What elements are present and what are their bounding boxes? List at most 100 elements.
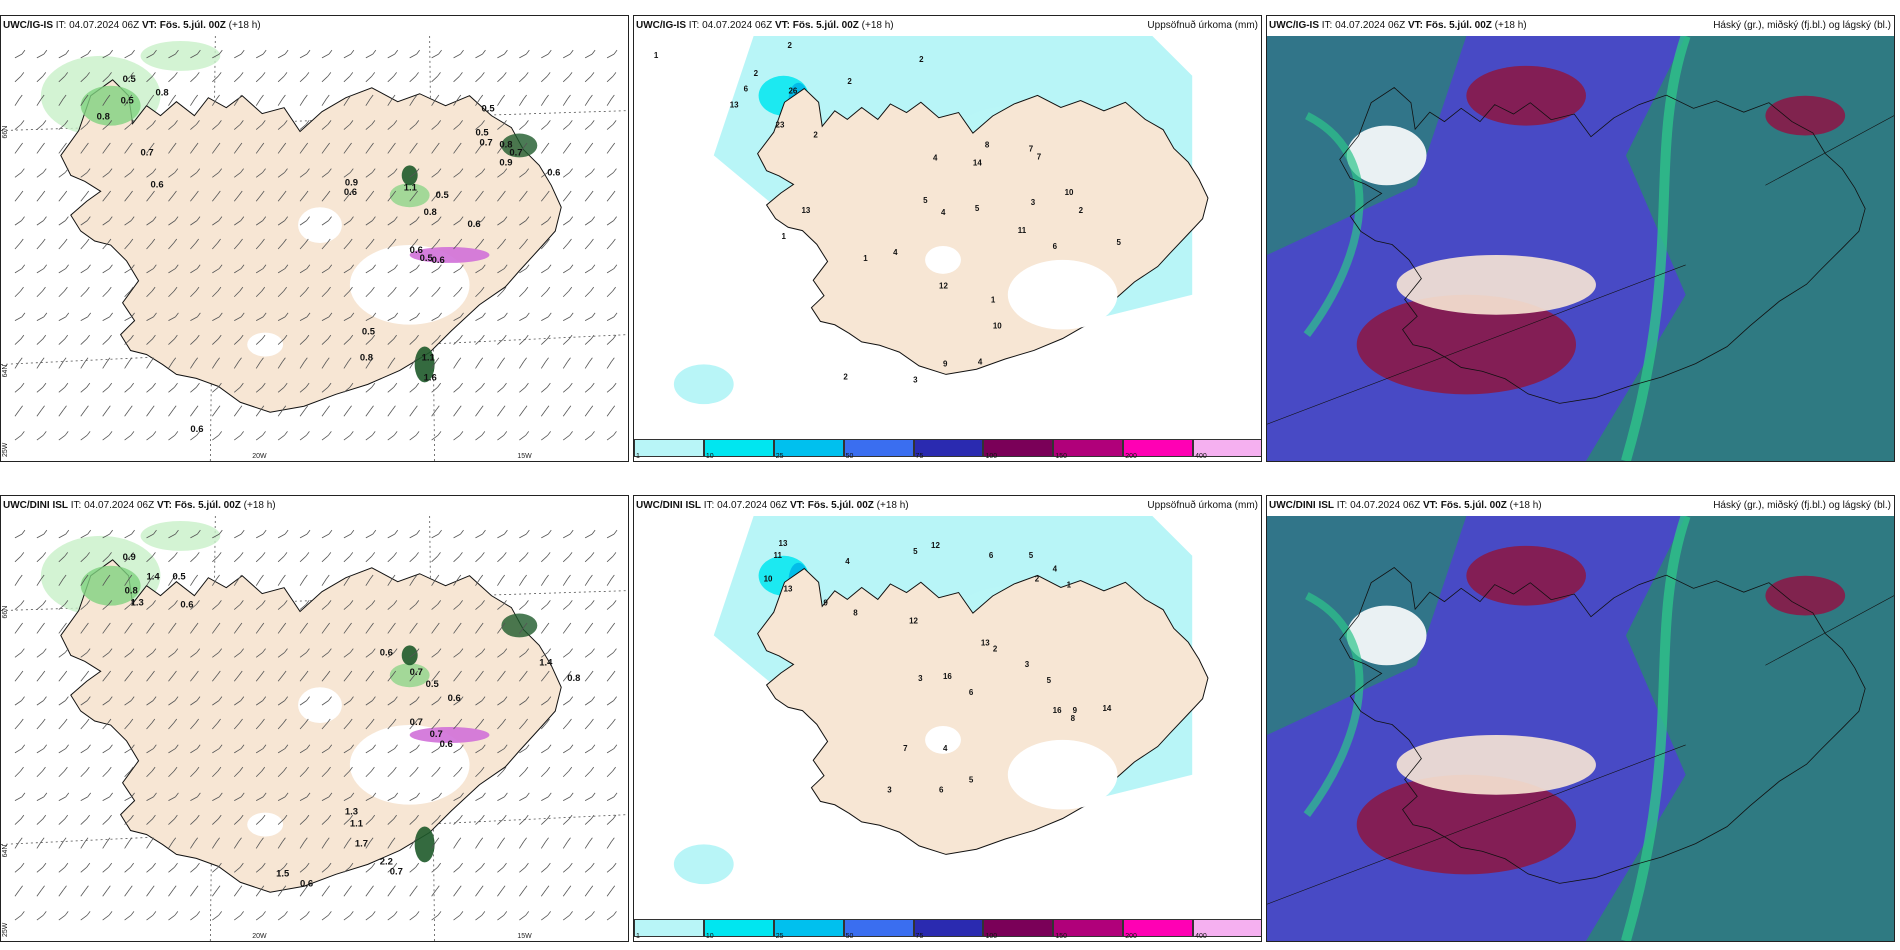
wind-barb: [216, 190, 221, 196]
wind-barb: [108, 72, 112, 77]
wind-barb: [606, 98, 612, 106]
wind-barb: [36, 796, 45, 802]
wind-barb: [519, 316, 527, 322]
precip-value-label: 1: [782, 232, 787, 241]
wind-barb: [20, 286, 24, 292]
wind-barb: [584, 386, 592, 393]
wind-barb: [36, 652, 44, 658]
wind-barb: [36, 146, 42, 154]
wind-barb: [431, 626, 437, 634]
wind-barb: [238, 357, 242, 363]
wind-barb: [567, 837, 571, 843]
wind-barb: [14, 748, 22, 754]
wind-barb: [584, 316, 593, 322]
wind-barb: [525, 264, 530, 269]
wind-barb: [562, 220, 571, 226]
wind-barb: [87, 792, 92, 798]
wind-barb: [497, 556, 504, 563]
wind-barb: [503, 696, 508, 701]
wind-barb: [546, 238, 550, 244]
precip-value-label: 2: [813, 131, 818, 140]
wind-barb: [102, 194, 108, 202]
wind-barb: [541, 386, 548, 393]
wind-barb: [217, 552, 222, 557]
wind-barb: [584, 242, 591, 250]
wind-barb: [479, 837, 484, 843]
colorbar-swatch: [843, 919, 914, 937]
wind-barb: [197, 529, 201, 535]
wind-barb: [262, 792, 267, 798]
wind-barb: [392, 885, 396, 890]
wind-barb: [85, 622, 89, 628]
wind-barb: [325, 837, 330, 843]
wind-barb: [526, 312, 530, 318]
wind-barb: [460, 264, 464, 269]
wind-barb: [168, 866, 175, 873]
value-label: 1.3: [131, 598, 144, 609]
wind-barb: [519, 652, 526, 658]
wind-barb: [305, 238, 309, 244]
wind-barb: [584, 338, 592, 345]
wind-barb: [613, 49, 618, 55]
wind-barb: [283, 862, 288, 868]
wind-barb: [524, 72, 529, 77]
wind-barb: [369, 357, 374, 363]
wind-barb: [102, 533, 110, 539]
wind-barb: [327, 334, 332, 340]
wind-barb: [284, 648, 288, 653]
wind-barb: [569, 744, 574, 749]
wind-barb: [80, 242, 87, 250]
wind-barb: [128, 357, 133, 363]
wind-barb: [590, 862, 595, 868]
glacier: [925, 725, 961, 754]
wind-barb: [196, 862, 200, 868]
wind-barb: [80, 316, 88, 322]
wind-barb: [21, 312, 26, 318]
wind-barb: [546, 766, 551, 772]
wind-barb: [613, 648, 617, 653]
wind-barb: [562, 652, 570, 658]
wind-barb: [453, 386, 460, 393]
wind-barb: [283, 382, 288, 388]
lat-tick-label: 25W: [2, 442, 9, 457]
clear-area: [1346, 125, 1427, 186]
wind-barb: [124, 409, 130, 417]
wind-barb: [431, 268, 439, 274]
wind-barb: [327, 862, 332, 868]
wind-barb: [584, 652, 592, 658]
wind-barb: [36, 361, 42, 369]
precip-map: 1 2 2 2 2 13 6 26 23 2 4 14 8 10 7 7 4 5 11 2 3 5 13 12 10 4 9 3 2 1 6…: [634, 36, 1261, 439]
wind-barb: [415, 216, 420, 221]
wind-barb: [546, 552, 551, 557]
wind-barb: [606, 338, 614, 345]
wind-barb: [481, 216, 486, 221]
wind-barb: [87, 264, 91, 269]
wind-barb: [415, 600, 420, 605]
wind-barb: [438, 792, 442, 798]
wind-barb: [431, 841, 437, 849]
wind-barb: [343, 578, 349, 586]
wind-barb: [299, 652, 307, 658]
wind-barb: [365, 652, 373, 658]
colorbar-swatch: [773, 439, 844, 457]
field-patch: [414, 826, 435, 863]
wind-barb: [415, 431, 420, 436]
wind-barb: [80, 435, 88, 441]
wind-barb: [371, 431, 376, 436]
field-patch: [298, 687, 342, 724]
wind-barb: [174, 814, 178, 820]
wind-barb: [606, 722, 613, 730]
wind-barb: [321, 242, 328, 250]
wind-barb: [365, 578, 371, 586]
wind-barb: [14, 409, 20, 417]
value-label: 0.5: [475, 128, 488, 139]
wind-barb: [58, 604, 66, 610]
wind-barb: [262, 431, 266, 436]
wind-barb: [541, 604, 548, 610]
wind-barb: [475, 796, 483, 802]
wind-barb: [282, 357, 286, 363]
wind-barb: [387, 700, 395, 706]
wind-barb: [541, 172, 548, 178]
wind-barb: [475, 889, 481, 897]
wind-barb: [591, 792, 596, 798]
